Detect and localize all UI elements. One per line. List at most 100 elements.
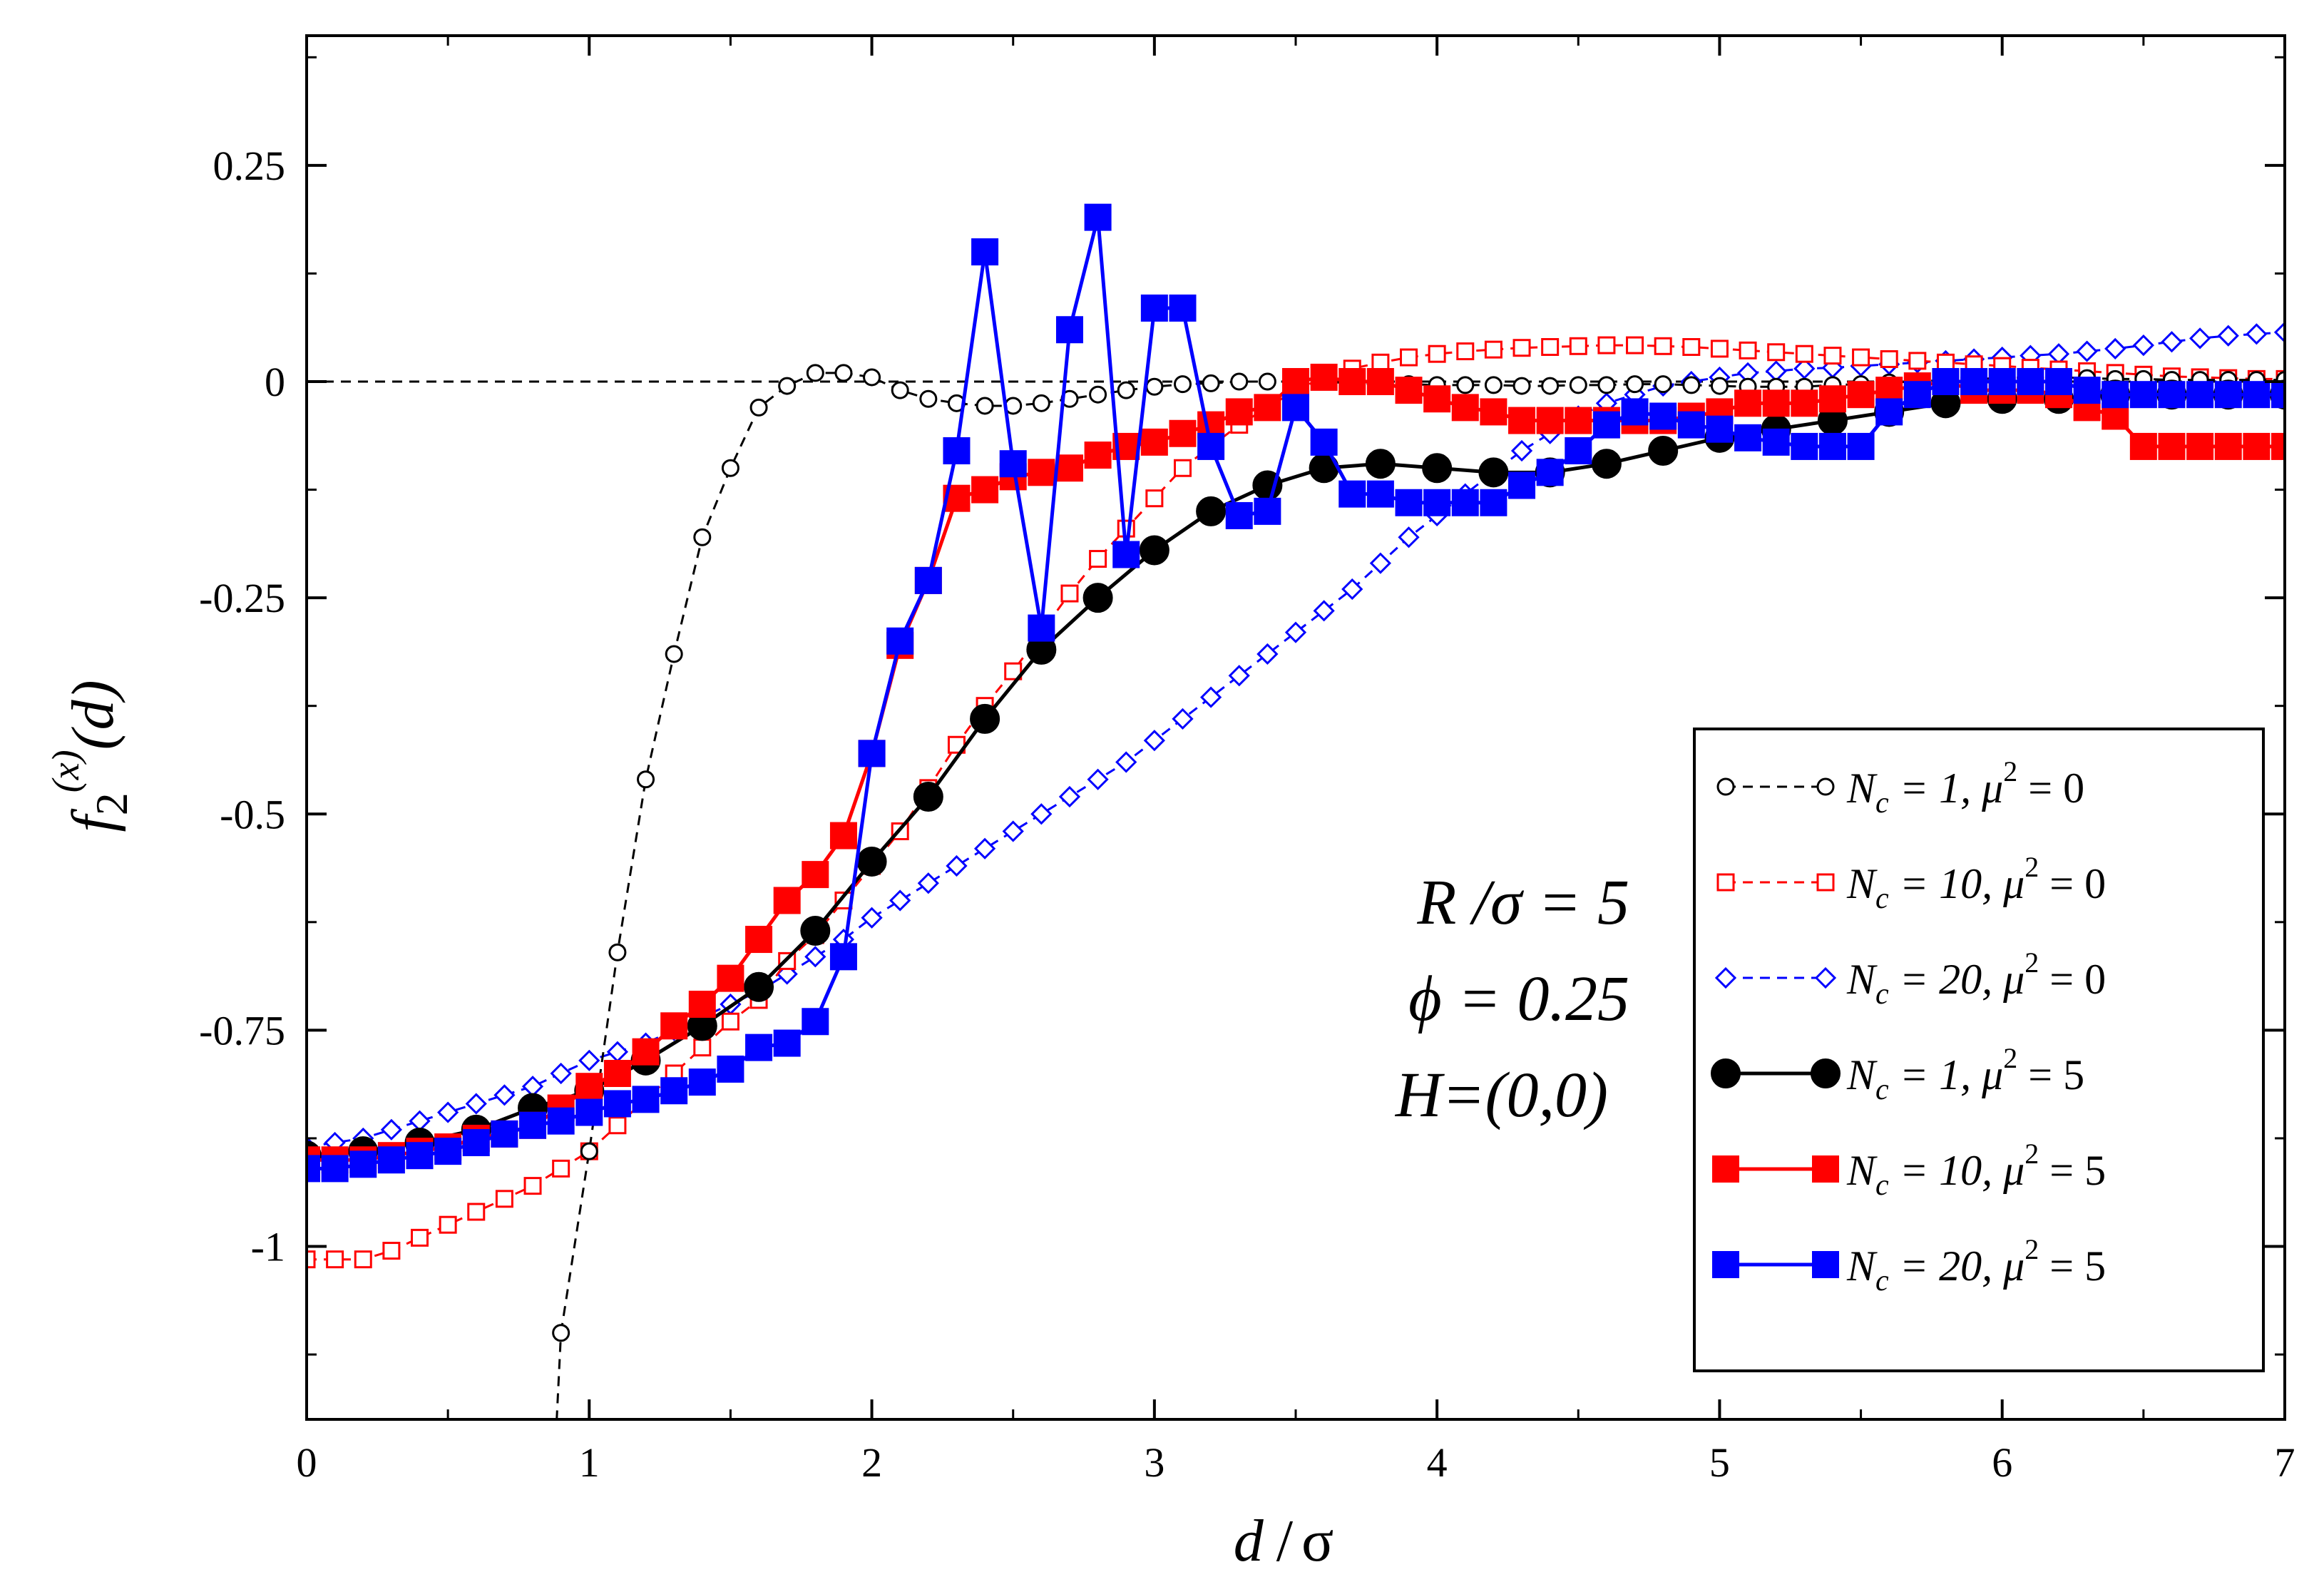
- data-point: [1682, 376, 1701, 394]
- data-point: [1626, 336, 1644, 354]
- data-point: [519, 1111, 547, 1139]
- data-point: [465, 1093, 487, 1115]
- data-point: [2271, 381, 2285, 409]
- data-point: [1004, 662, 1023, 680]
- data-point: [578, 1049, 600, 1071]
- series-line-extension: [556, 1332, 563, 1419]
- data-point: [575, 1073, 603, 1101]
- legend-sample-marker: [1712, 1251, 1739, 1278]
- data-point: [2132, 334, 2154, 357]
- data-point: [550, 1062, 572, 1085]
- data-point: [1117, 381, 1135, 399]
- data-point: [462, 1129, 490, 1156]
- data-point: [1988, 368, 2016, 395]
- data-point: [665, 645, 683, 663]
- data-point: [1451, 489, 1479, 516]
- data-point: [2158, 381, 2186, 409]
- data-point: [693, 528, 712, 546]
- data-point: [1875, 398, 1903, 426]
- data-point: [802, 1008, 829, 1036]
- data-point: [745, 926, 773, 954]
- data-point: [1197, 432, 1225, 460]
- x-tick-label: 1: [579, 1439, 600, 1486]
- data-point: [1365, 449, 1396, 479]
- data-point: [1541, 377, 1560, 395]
- data-point: [2186, 381, 2214, 409]
- data-point: [1169, 294, 1197, 322]
- legend-sample-marker: [1816, 873, 1835, 892]
- data-point: [914, 566, 942, 594]
- data-point: [1536, 407, 1564, 434]
- data-point: [1196, 496, 1227, 526]
- data-point: [1030, 803, 1053, 825]
- data-point: [1338, 480, 1366, 508]
- data-point: [547, 1107, 575, 1135]
- data-point: [1028, 614, 1055, 642]
- data-point: [943, 437, 971, 464]
- data-point: [1621, 398, 1649, 426]
- data-point: [1456, 342, 1475, 361]
- data-point: [1847, 381, 1875, 409]
- x-tick-label: 0: [297, 1439, 317, 1486]
- data-point: [1139, 535, 1169, 566]
- data-point: [439, 1215, 457, 1234]
- x-tick-label: 7: [2275, 1439, 2295, 1486]
- data-point: [1058, 785, 1081, 808]
- data-point: [2243, 381, 2271, 409]
- data-point: [1478, 457, 1509, 488]
- data-point: [1089, 550, 1107, 568]
- y-tick-label: -0.75: [199, 1007, 285, 1053]
- data-point: [1536, 459, 1564, 486]
- data-point: [2271, 432, 2285, 460]
- data-point: [1818, 385, 1846, 413]
- data-point: [1734, 389, 1762, 417]
- data-point: [1739, 341, 1757, 359]
- y-tick-label: 0.25: [213, 143, 286, 189]
- data-point: [575, 1098, 603, 1126]
- data-point: [2214, 432, 2242, 460]
- data-point: [1087, 768, 1109, 790]
- data-point: [2214, 381, 2242, 409]
- data-point: [1508, 471, 1536, 499]
- data-point: [493, 1084, 516, 1106]
- series-6: [307, 203, 2285, 1183]
- data-point: [1932, 368, 1960, 395]
- data-point: [580, 1142, 598, 1160]
- legend-samples: [1711, 777, 1841, 1278]
- data-point: [434, 1138, 462, 1165]
- legend-entry-label: Nc = 20, μ2 = 0: [1846, 946, 2106, 1011]
- data-point: [913, 782, 943, 812]
- data-point: [856, 846, 887, 877]
- series-layer: [307, 203, 2285, 1419]
- data-point: [1145, 377, 1164, 396]
- data-point: [970, 703, 1000, 734]
- data-point: [891, 381, 909, 399]
- data-point: [721, 1012, 739, 1031]
- legend-entry-label: Nc = 10, μ2 = 0: [1846, 851, 2106, 915]
- data-point: [307, 1250, 316, 1269]
- data-point: [1734, 424, 1762, 451]
- data-point: [1510, 439, 1533, 462]
- data-point: [2217, 325, 2239, 347]
- legend: Nc = 1, μ2 = 0 Nc = 10, μ2 = 0 Nc = 20, μ2…: [1693, 728, 2265, 1372]
- data-point: [321, 1155, 349, 1183]
- data-point: [917, 872, 939, 894]
- data-point: [1366, 480, 1394, 508]
- data-point: [721, 459, 739, 477]
- data-point: [608, 1116, 627, 1135]
- legend-sample-marker: [1812, 1155, 1839, 1183]
- data-point: [491, 1120, 518, 1148]
- data-point: [1055, 316, 1083, 344]
- data-point: [1852, 348, 1870, 367]
- legend-sample-marker: [1712, 1155, 1739, 1183]
- data-point: [467, 1203, 486, 1221]
- data-point: [1254, 394, 1281, 422]
- data-point: [1626, 375, 1644, 394]
- data-point: [1484, 340, 1503, 359]
- data-point: [411, 1228, 429, 1247]
- data-point: [1140, 428, 1168, 456]
- data-point: [834, 364, 853, 382]
- data-point: [637, 770, 655, 789]
- data-point: [2017, 368, 2044, 395]
- data-point: [1395, 489, 1423, 516]
